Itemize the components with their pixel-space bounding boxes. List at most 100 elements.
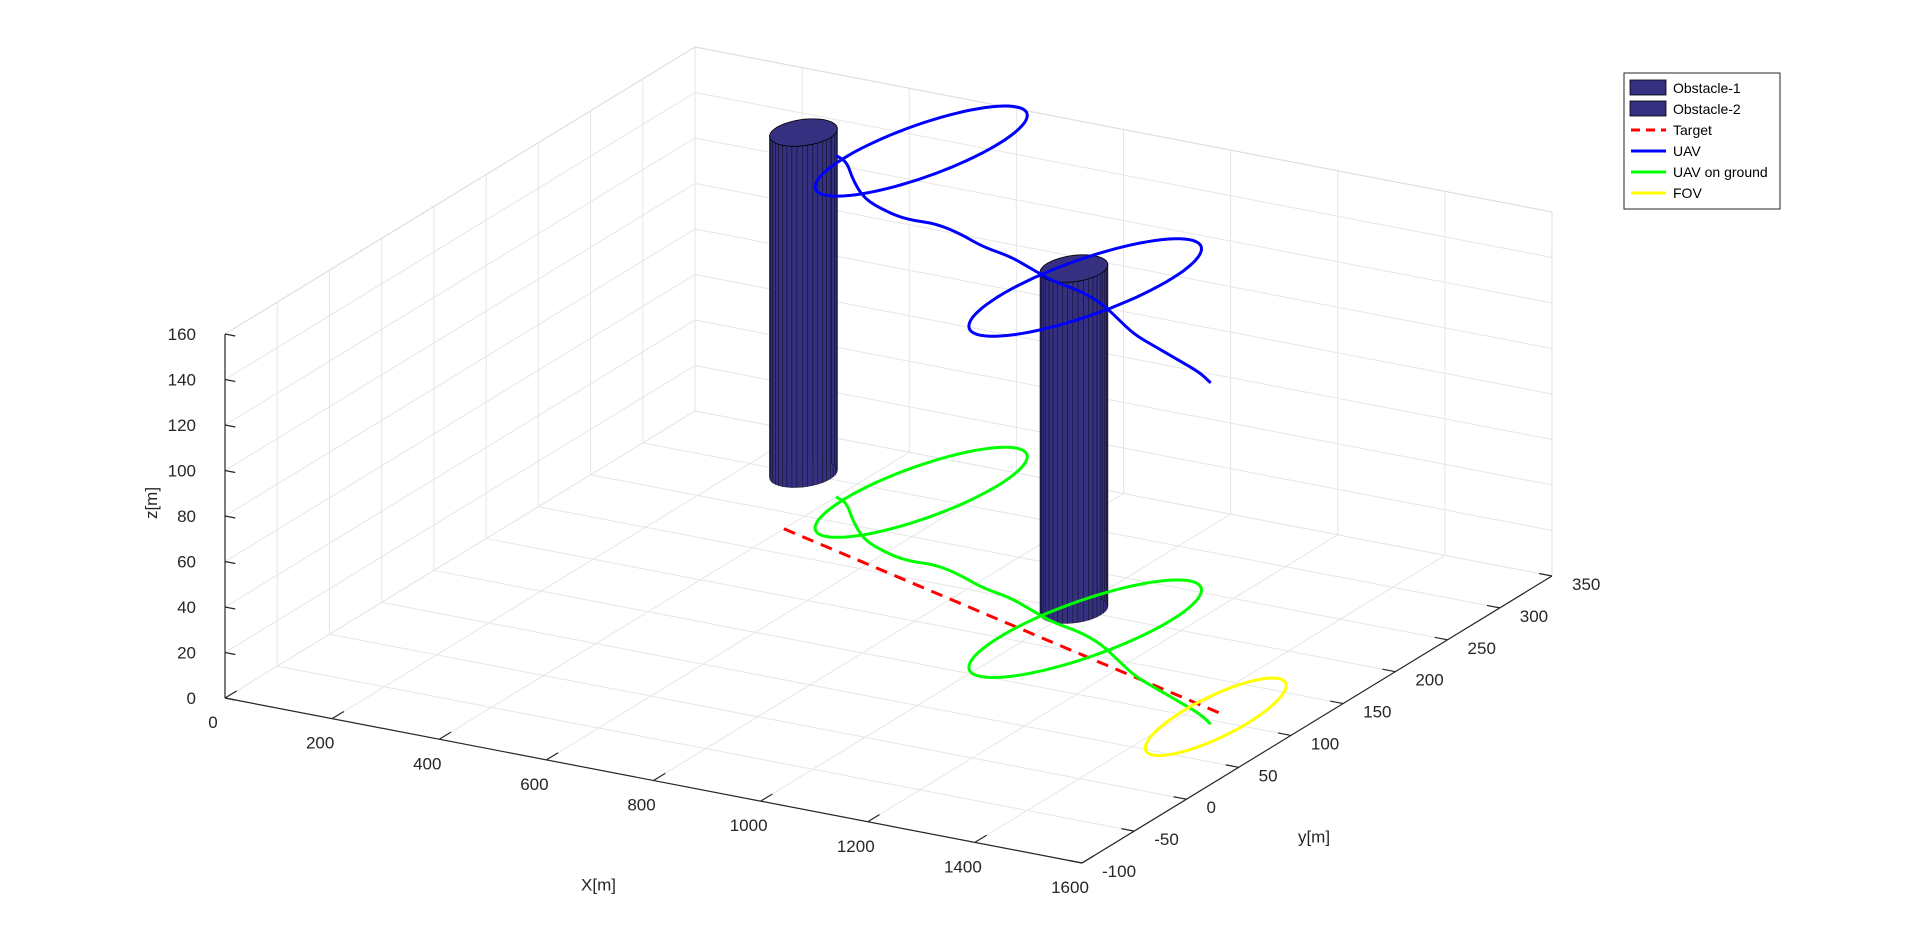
obstacle-face: [1052, 280, 1058, 624]
grid-line-y-floor: [538, 506, 1396, 673]
y-tick-label: 200: [1415, 671, 1443, 690]
grid-line-z-back: [694, 274, 1553, 440]
z-tick-label: 160: [168, 325, 196, 344]
y-tick: [1069, 859, 1083, 864]
grid-line-y-floor: [590, 474, 1448, 641]
x-tick-label: 1000: [730, 816, 768, 835]
z-tick: [224, 606, 236, 610]
grid-line-x-floor: [331, 431, 803, 720]
y-tick-label: -100: [1102, 862, 1136, 881]
y-tick: [1486, 604, 1500, 609]
grid-line-z-side: [224, 274, 696, 562]
grid-line-y-floor: [329, 633, 1187, 800]
x-tick-label: 0: [208, 713, 217, 732]
x-tick-label: 1200: [837, 837, 875, 856]
x-tick-label: 400: [413, 754, 441, 773]
y-tick-label: 150: [1363, 703, 1391, 722]
obstacle-face: [796, 145, 803, 488]
obstacle-face: [778, 144, 783, 487]
y-tick: [1121, 828, 1135, 832]
z-tick-label: 20: [177, 644, 196, 663]
obstacle-face: [1088, 276, 1094, 621]
z-tick: [224, 424, 236, 428]
grid-line-y-floor: [486, 538, 1344, 705]
uav-path: [835, 154, 1212, 384]
obstacle-face: [812, 142, 819, 486]
legend-label: Target: [1673, 122, 1712, 138]
grid-line-z-side: [224, 92, 696, 380]
legend: Obstacle-1 Obstacle-2 Target UAV UAV on grou…: [1623, 72, 1781, 210]
z-tick-label: 40: [177, 598, 196, 617]
obstacle-face: [826, 137, 831, 482]
legend-label: Obstacle-2: [1673, 101, 1741, 117]
obstacle-face: [822, 139, 827, 484]
x-axis-title: X[m]: [581, 876, 616, 895]
uav-ground-path: [835, 495, 1212, 726]
y-tick: [1225, 764, 1239, 768]
y-tick: [1539, 572, 1553, 577]
y-tick-label: 300: [1520, 607, 1548, 626]
z-tick-label: 120: [168, 416, 196, 435]
grid-line-z-side: [224, 365, 696, 653]
z-tick-label: 60: [177, 553, 196, 572]
uav-ground-loop: [813, 445, 1029, 539]
grid-line-x-floor: [438, 451, 910, 740]
legend-swatch: [1629, 79, 1667, 96]
obstacle-face: [1077, 279, 1084, 623]
legend-label: UAV on ground: [1673, 164, 1768, 180]
obstacle-face: [1067, 281, 1074, 624]
grid-line-y-floor: [381, 601, 1239, 768]
grid-line-y-floor: [433, 569, 1291, 736]
z-tick: [224, 378, 236, 383]
y-tick: [1434, 636, 1448, 641]
z-axis-title: z[m]: [142, 487, 161, 519]
y-tick-label: 250: [1468, 639, 1496, 658]
x-tick: [224, 690, 238, 699]
z-tick: [224, 333, 236, 337]
fov-ellipse: [1143, 676, 1288, 758]
y-tick-label: 0: [1206, 798, 1215, 817]
obstacle-face: [1048, 279, 1054, 623]
grid-line-y-floor: [277, 665, 1135, 832]
z-tick-label: 80: [177, 507, 196, 526]
uav-ground-loop: [967, 578, 1204, 679]
y-tick: [1277, 732, 1292, 737]
grid-line-z-side: [224, 137, 696, 426]
grid-line-z-back: [694, 319, 1553, 486]
y-tick-label: 50: [1259, 766, 1278, 785]
z-tick: [224, 469, 236, 474]
uav-loop: [967, 237, 1204, 338]
grid-line-z-back: [694, 92, 1553, 258]
z-tick-label: 140: [168, 371, 196, 390]
plot-data: [769, 104, 1288, 758]
axis-lines: [224, 46, 1553, 864]
z-tick: [224, 560, 236, 565]
z-tick: [224, 515, 236, 519]
x-tick-label: 1400: [944, 857, 982, 876]
grid-line-z-back: [694, 410, 1553, 577]
y-tick-label: 100: [1311, 734, 1339, 753]
x-tick: [653, 772, 666, 782]
obstacle-face: [791, 146, 798, 488]
legend-label: FOV: [1673, 185, 1702, 201]
obstacle-face: [1045, 278, 1050, 623]
y-tick-label: 350: [1572, 575, 1600, 594]
y-axis-line: [1081, 575, 1553, 864]
x-tick: [867, 814, 880, 823]
tick-labels: 02004006008001000120014001600-100-500501…: [168, 325, 1601, 897]
y-axis-title: y[m]: [1298, 828, 1330, 847]
obstacle-face: [786, 145, 793, 488]
obstacle-2: [1039, 254, 1109, 624]
z-tick-label: 100: [168, 462, 196, 481]
grid-line-x-floor: [867, 534, 1339, 823]
obstacle-face: [831, 121, 835, 466]
grid-line-z-side: [224, 319, 696, 608]
obstacle-face: [774, 142, 779, 487]
obstacle-top: [1039, 254, 1109, 283]
grid-line-x-floor: [974, 554, 1446, 843]
obstacle-face: [801, 144, 808, 488]
obstacle-face: [772, 141, 776, 485]
legend-label: Obstacle-1: [1673, 80, 1741, 96]
legend-swatch: [1629, 100, 1667, 117]
